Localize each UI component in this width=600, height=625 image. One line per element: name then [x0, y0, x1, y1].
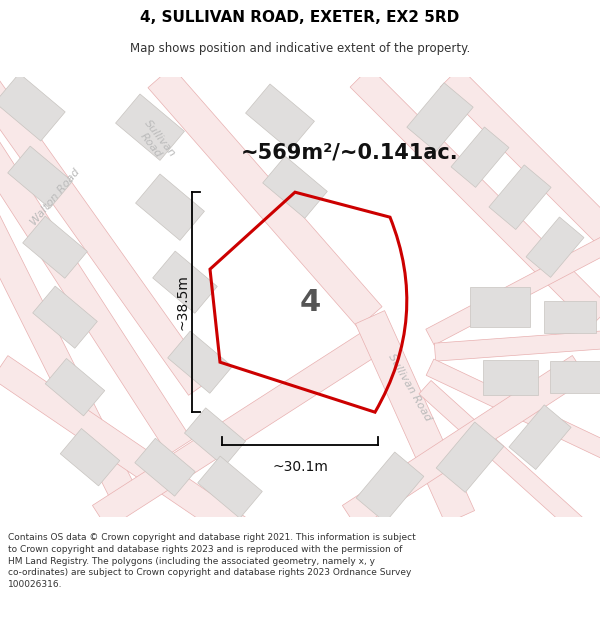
- Text: 4, SULLIVAN ROAD, EXETER, EX2 5RD: 4, SULLIVAN ROAD, EXETER, EX2 5RD: [140, 11, 460, 26]
- Text: Sullivan
Road: Sullivan Road: [133, 118, 177, 166]
- Text: 4: 4: [299, 288, 320, 317]
- Bar: [526, 217, 584, 278]
- Bar: [23, 216, 88, 278]
- Bar: [482, 359, 538, 395]
- Polygon shape: [0, 356, 258, 549]
- Polygon shape: [0, 69, 211, 395]
- Bar: [489, 165, 551, 229]
- Bar: [197, 456, 262, 518]
- Bar: [544, 301, 596, 333]
- Bar: [167, 331, 232, 393]
- Bar: [436, 422, 504, 492]
- Polygon shape: [350, 68, 600, 327]
- Polygon shape: [419, 381, 586, 534]
- Text: ~30.1m: ~30.1m: [272, 460, 328, 474]
- Text: Contains OS data © Crown copyright and database right 2021. This information is : Contains OS data © Crown copyright and d…: [8, 533, 416, 589]
- Bar: [407, 82, 473, 152]
- Bar: [245, 84, 314, 151]
- Bar: [509, 405, 571, 469]
- Bar: [263, 156, 328, 218]
- Bar: [470, 288, 530, 328]
- Polygon shape: [426, 359, 600, 466]
- Bar: [136, 174, 205, 241]
- Polygon shape: [92, 326, 388, 529]
- Text: ~38.5m: ~38.5m: [175, 274, 189, 330]
- Bar: [32, 286, 97, 348]
- Polygon shape: [148, 67, 382, 328]
- Polygon shape: [355, 311, 475, 524]
- Text: Sullivan Road: Sullivan Road: [386, 352, 433, 422]
- Text: ~569m²/~0.141ac.: ~569m²/~0.141ac.: [241, 142, 459, 162]
- Bar: [451, 127, 509, 188]
- Text: Walton Road: Walton Road: [29, 167, 82, 228]
- Polygon shape: [426, 229, 600, 345]
- Bar: [0, 73, 65, 141]
- Text: Map shows position and indicative extent of the property.: Map shows position and indicative extent…: [130, 42, 470, 55]
- Bar: [356, 452, 424, 522]
- Bar: [45, 359, 105, 416]
- Polygon shape: [343, 356, 587, 529]
- Bar: [135, 438, 195, 496]
- Bar: [116, 94, 184, 161]
- Polygon shape: [0, 129, 192, 455]
- Polygon shape: [0, 201, 143, 514]
- Polygon shape: [440, 68, 600, 267]
- Bar: [8, 146, 73, 208]
- Bar: [152, 251, 217, 313]
- Bar: [60, 429, 120, 486]
- Bar: [550, 361, 600, 393]
- Bar: [184, 408, 245, 466]
- Polygon shape: [434, 328, 600, 361]
